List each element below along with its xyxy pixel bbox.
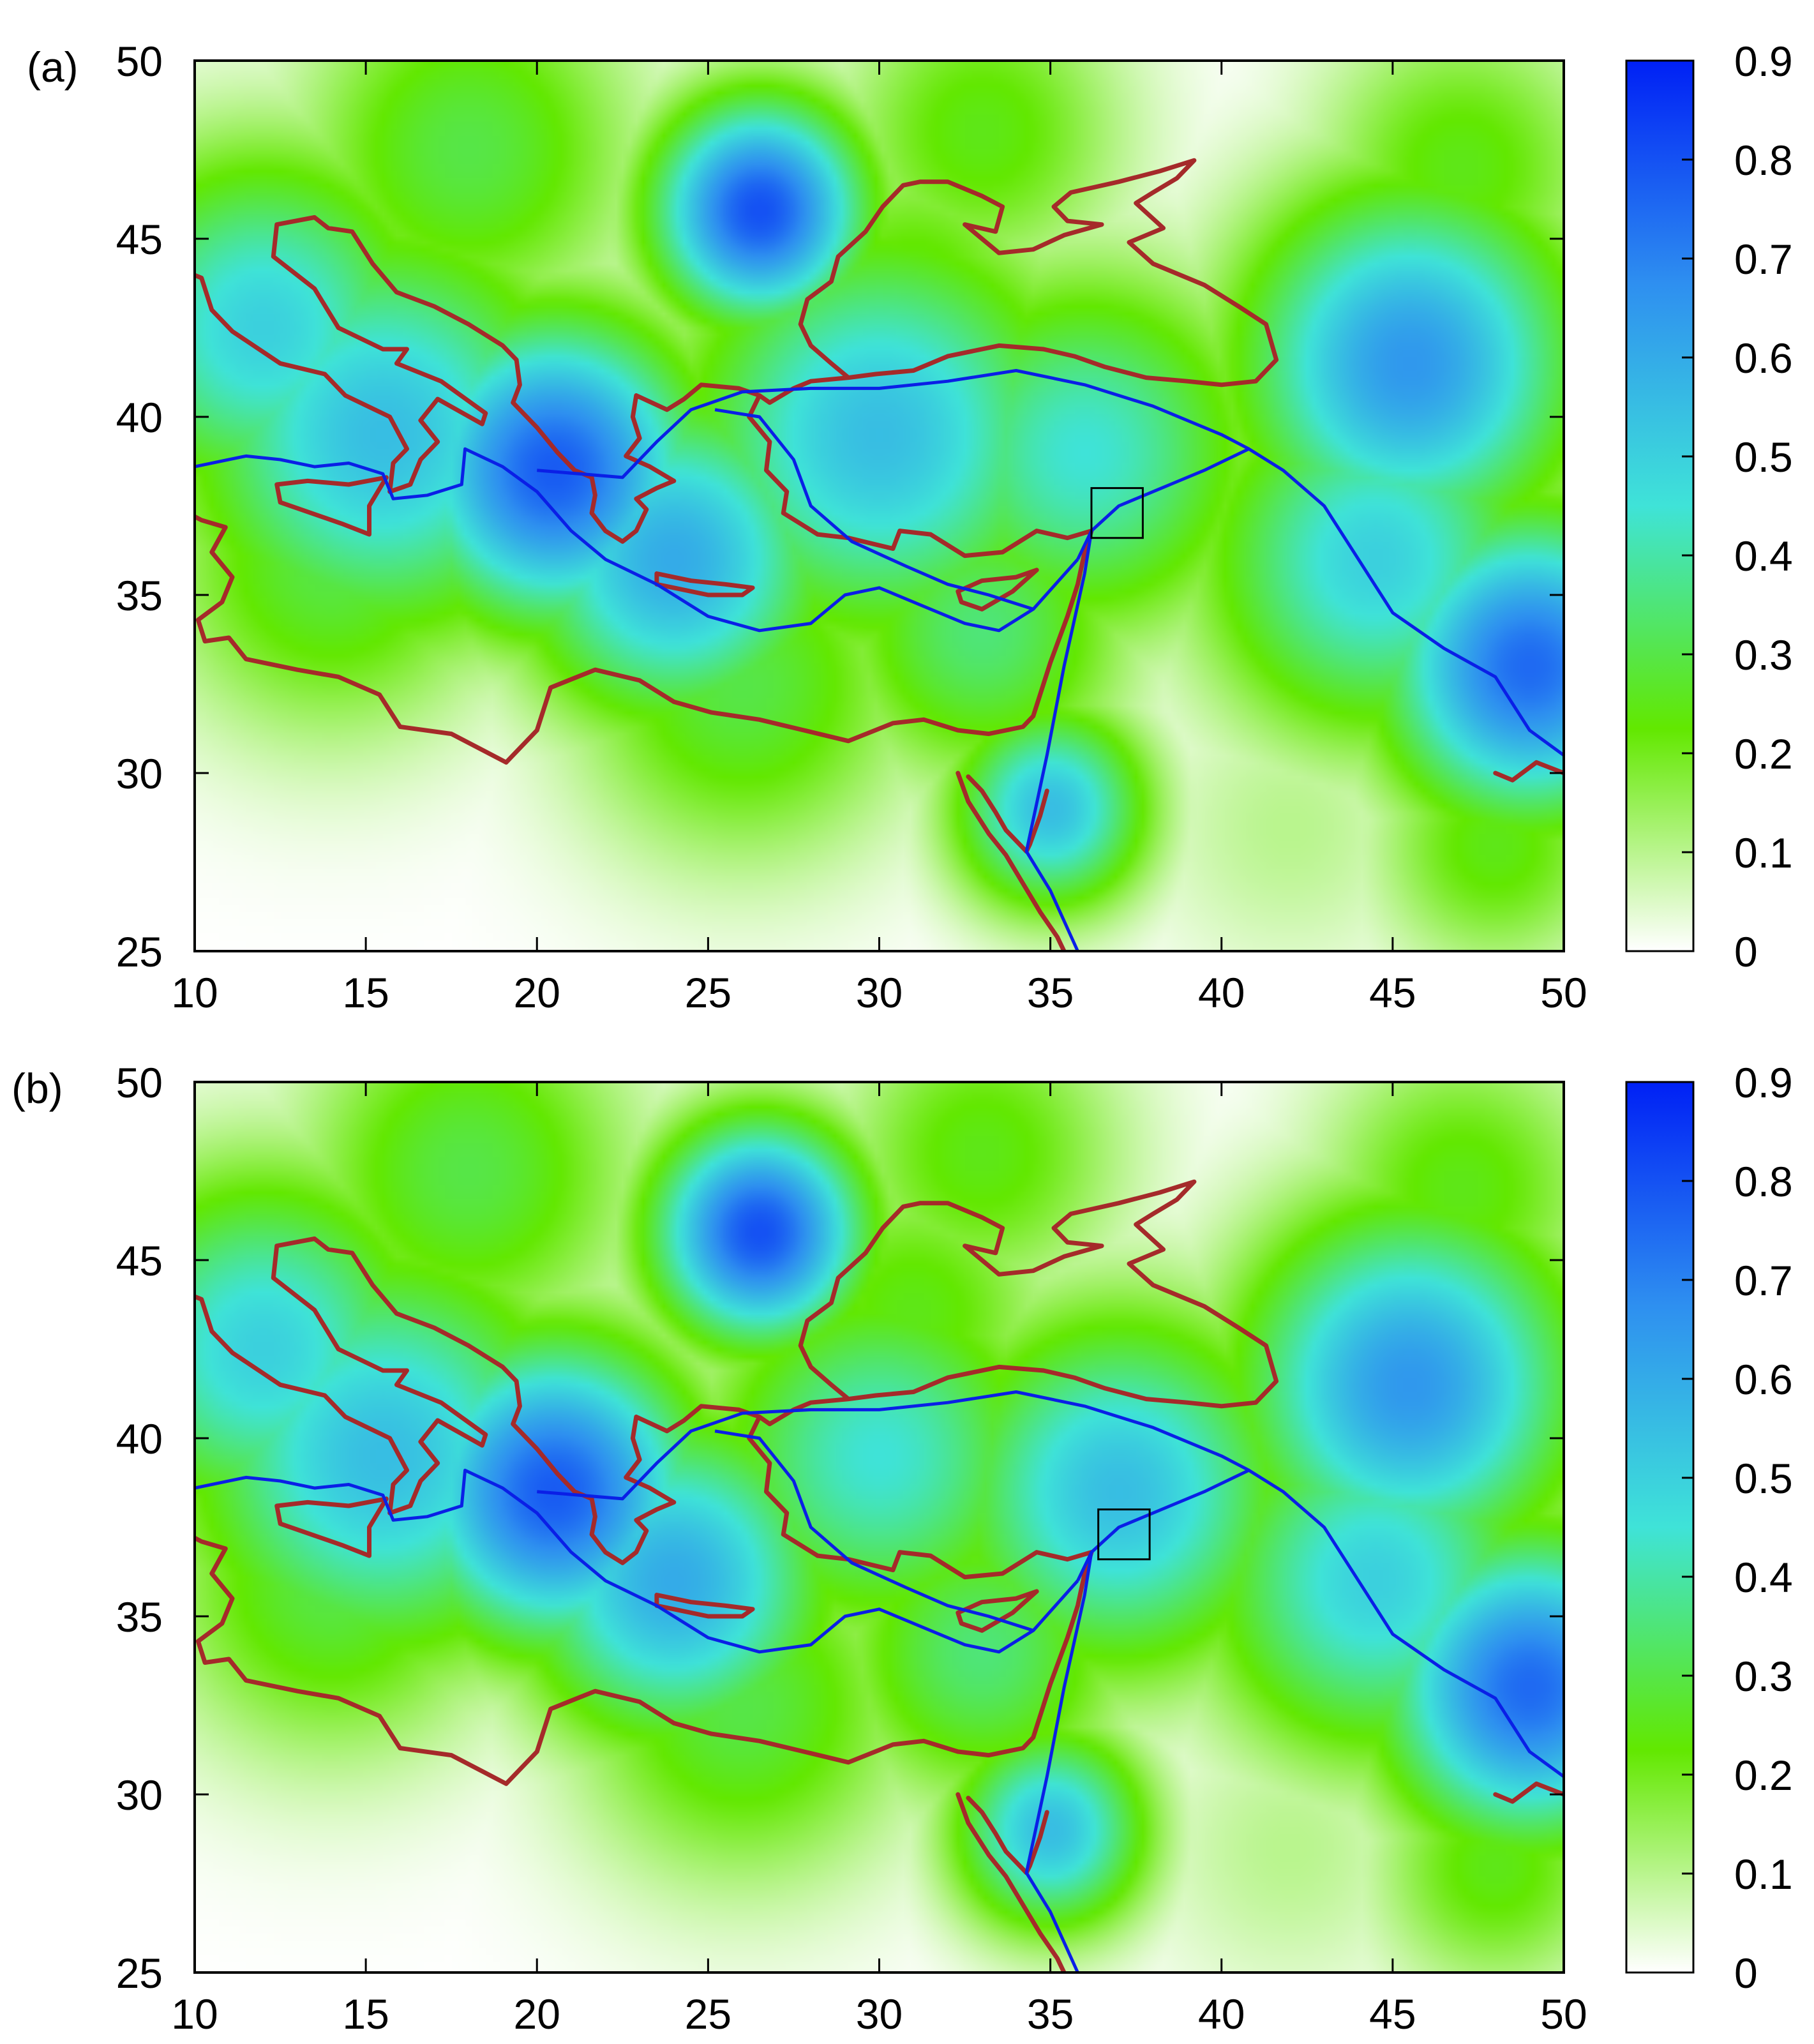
- colorbar-tick-label: 0.3: [1734, 1653, 1793, 1700]
- coastline-turkey-levant-africa: [195, 393, 1094, 765]
- x-tick-label: 10: [171, 1990, 218, 2038]
- panel-a-y-ticks: 25 30 35 40 45 50: [116, 38, 1564, 975]
- plate-boundary-dead-sea-transform: [1024, 1551, 1093, 1973]
- panel-a-colorbar: 0 0.1 0.2 0.3 0.4 0.5 0.6 0.7 0.8 0.9: [1625, 38, 1793, 975]
- panel-b-colorbar: 0 0.1 0.2 0.3 0.4 0.5 0.6 0.7 0.8 0.9: [1625, 1059, 1793, 1997]
- colorbar-tick-label: 0.3: [1734, 631, 1793, 679]
- x-tick-label: 20: [514, 1990, 560, 2038]
- colorbar-tick-label: 0.2: [1734, 730, 1793, 778]
- panel-b-y-ticks: 25 30 35 40 45 50: [116, 1059, 1564, 1997]
- x-tick-label: 45: [1369, 1990, 1416, 2038]
- colorbar-tick-label: 0.9: [1734, 38, 1793, 85]
- coastline-sinai-red-sea: [956, 1792, 1067, 1973]
- colorbar-tick-label: 0.5: [1734, 1455, 1793, 1502]
- panel-b-x-ticks: 10 15 20 25 30 35 40 45 50: [171, 1082, 1587, 2038]
- colorbar-tick-label: 0: [1734, 928, 1758, 975]
- x-tick-label: 30: [856, 1990, 903, 2038]
- panel-b-heatmap: [195, 1082, 1564, 1973]
- coastline-corsica: [147, 310, 177, 367]
- y-tick-label: 25: [116, 1950, 163, 1997]
- coastline-corsica: [147, 1332, 177, 1388]
- plate-boundary-aegean-inner: [714, 408, 1034, 611]
- coastline-crete: [654, 571, 755, 597]
- y-tick-label: 35: [116, 572, 163, 619]
- coastline-sicily: [274, 1496, 389, 1558]
- coastline-persian-gulf: [1493, 760, 1564, 783]
- x-tick-label: 40: [1198, 1990, 1245, 2038]
- x-tick-label: 10: [171, 969, 218, 1016]
- x-tick-label: 15: [342, 969, 389, 1016]
- y-tick-label: 45: [116, 216, 163, 263]
- x-tick-label: 30: [856, 969, 903, 1016]
- y-tick-label: 45: [116, 1237, 163, 1284]
- coastline-italy: [195, 1236, 488, 1515]
- x-tick-label: 40: [1198, 969, 1245, 1016]
- colorbar-tick-label: 0.5: [1734, 433, 1793, 481]
- x-tick-label: 35: [1027, 969, 1074, 1016]
- x-tick-label: 50: [1540, 969, 1587, 1016]
- panel-a-label: (a): [27, 43, 79, 91]
- y-tick-label: 50: [116, 1059, 163, 1106]
- panel-b-plot-area: [147, 1081, 1565, 1974]
- plate-boundary-hellenic-arc: [195, 447, 1079, 633]
- panel-b-label: (b): [11, 1065, 63, 1112]
- colorbar-tick-label: 0.6: [1734, 334, 1793, 382]
- coastline-balkans-adriatic: [312, 158, 1279, 544]
- panel-b-region-box: [1097, 1508, 1151, 1561]
- panel-a-x-ticks: 10 15 20 25 30 35 40 45 50: [171, 61, 1587, 1016]
- coastline-sicily: [274, 475, 389, 537]
- y-tick-label: 35: [116, 1593, 163, 1641]
- colorbar-tick-label: 0: [1734, 1950, 1758, 1997]
- plate-boundary-hellenic-arc: [195, 1468, 1079, 1654]
- y-tick-label: 30: [116, 750, 163, 797]
- colorbar-tick-label: 0.2: [1734, 1752, 1793, 1799]
- coastline-gulf-aqaba: [966, 774, 1049, 854]
- colorbar-tick-label: 0.4: [1734, 1554, 1793, 1601]
- coastline-balkans-adriatic: [312, 1179, 1279, 1565]
- x-tick-label: 20: [514, 969, 560, 1016]
- colorbar-tick-label: 0.7: [1734, 236, 1793, 283]
- panel-a-region-box: [1090, 487, 1144, 539]
- colorbar-tick-label: 0.4: [1734, 532, 1793, 580]
- coastline-cyprus: [956, 567, 1039, 612]
- coastline-crete: [654, 1593, 755, 1619]
- x-tick-label: 15: [342, 1990, 389, 2038]
- x-tick-label: 25: [685, 1990, 731, 2038]
- y-tick-label: 30: [116, 1771, 163, 1819]
- panel-a-colorbar-gradient: [1625, 59, 1695, 952]
- colorbar-tick-label: 0.8: [1734, 137, 1793, 184]
- coastline-sinai-red-sea: [956, 770, 1067, 951]
- coastline-turkey-levant-africa: [195, 1415, 1094, 1786]
- panel-a-heatmap: [195, 61, 1564, 951]
- plate-boundary-dead-sea-transform: [1024, 529, 1093, 951]
- plate-boundary-east-anatolian-zagros: [1090, 447, 1564, 757]
- colorbar-tick-label: 0.8: [1734, 1158, 1793, 1205]
- panel-a: (a) 10 15 20 25 30 35 40 45 50 25 30 35 40 45 50 0 0.1…: [27, 38, 1793, 1016]
- coastline-persian-gulf: [1493, 1781, 1564, 1804]
- x-tick-label: 25: [685, 969, 731, 1016]
- coastline-italy: [195, 215, 488, 494]
- x-tick-label: 35: [1027, 1990, 1074, 2038]
- colorbar-tick-label: 0.7: [1734, 1257, 1793, 1304]
- y-tick-label: 25: [116, 928, 163, 975]
- plate-boundary-aegean-inner: [714, 1429, 1034, 1632]
- y-tick-label: 40: [116, 394, 163, 441]
- plate-boundary-east-anatolian-zagros: [1090, 1468, 1564, 1778]
- colorbar-tick-label: 0.1: [1734, 1851, 1793, 1898]
- colorbar-tick-label: 0.9: [1734, 1059, 1793, 1106]
- plate-boundary-north-anatolian: [537, 1390, 1250, 1501]
- panel-b-colorbar-gradient: [1625, 1081, 1695, 1974]
- y-tick-label: 50: [116, 38, 163, 85]
- panel-b: (b) 10 15 20 25 30 35 40 45 50 25 30 35 40 45 50 0 0.1…: [11, 1059, 1793, 2038]
- coastline-cyprus: [956, 1589, 1039, 1633]
- plate-boundary-north-anatolian: [537, 369, 1250, 479]
- colorbar-tick-label: 0.1: [1734, 829, 1793, 876]
- x-tick-label: 50: [1540, 1990, 1587, 2038]
- panel-a-plot-area: [147, 59, 1565, 952]
- x-tick-label: 45: [1369, 969, 1416, 1016]
- coastline-gulf-aqaba: [966, 1796, 1049, 1875]
- colorbar-tick-label: 0.6: [1734, 1356, 1793, 1403]
- y-tick-label: 40: [116, 1415, 163, 1462]
